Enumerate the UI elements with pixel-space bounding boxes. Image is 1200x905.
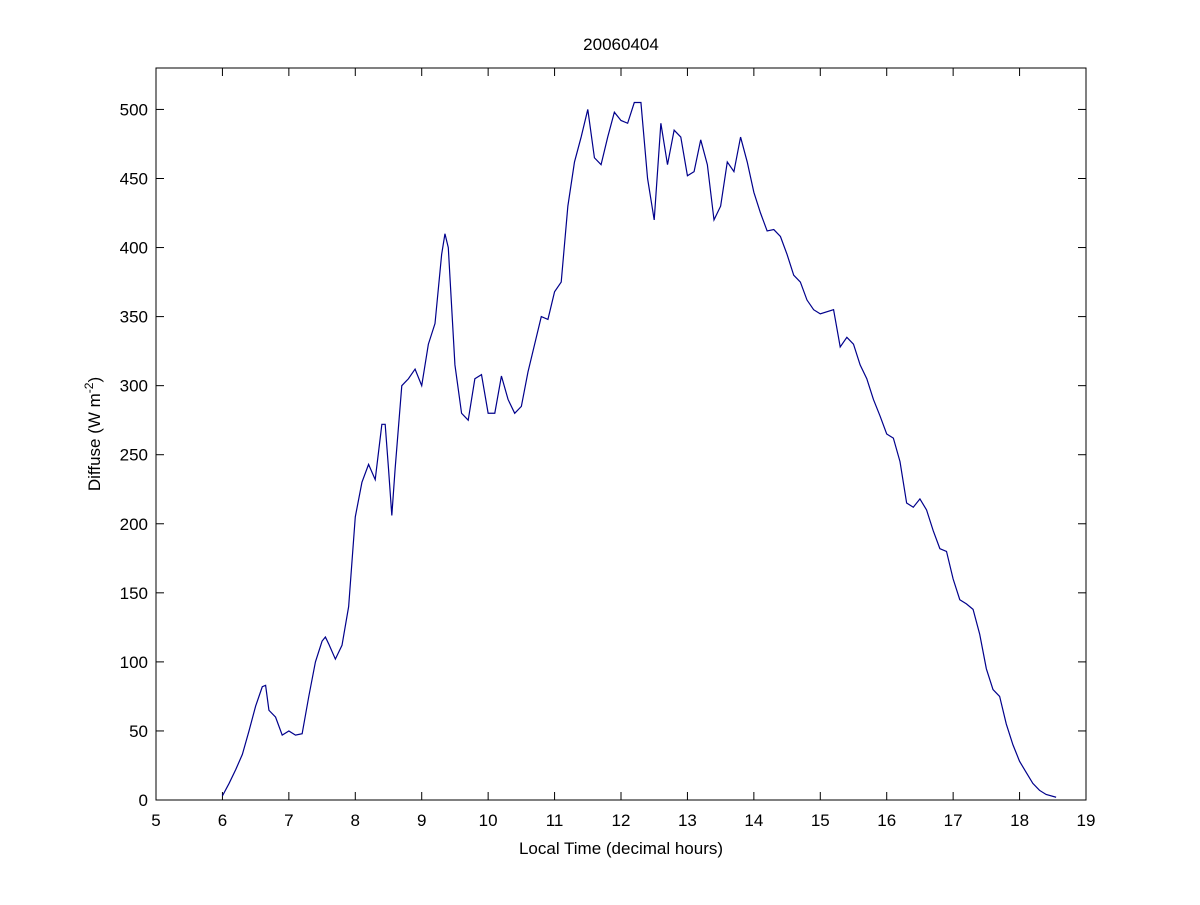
x-tick-label: 17 [944,811,963,830]
x-tick-label: 18 [1010,811,1029,830]
y-tick-label: 150 [120,584,148,603]
y-tick-label: 250 [120,446,148,465]
y-tick-label: 400 [120,239,148,258]
y-tick-label: 300 [120,377,148,396]
y-label-text: Diffuse (W m [85,393,104,491]
y-tick-label: 200 [120,515,148,534]
y-tick-label: 450 [120,169,148,188]
x-tick-label: 7 [284,811,293,830]
x-axis-label: Local Time (decimal hours) [519,839,723,858]
y-tick-label: 0 [139,791,148,810]
x-tick-label: 14 [744,811,763,830]
y-tick-label: 100 [120,653,148,672]
y-axis-label: Diffuse (W m-2) [82,377,104,491]
x-tick-label: 10 [479,811,498,830]
x-tick-label: 6 [218,811,227,830]
y-tick-label: 350 [120,308,148,327]
x-tick-label: 15 [811,811,830,830]
x-tick-label: 13 [678,811,697,830]
x-tick-label: 5 [151,811,160,830]
x-tick-label: 19 [1077,811,1096,830]
y-tick-label: 500 [120,100,148,119]
x-tick-label: 12 [612,811,631,830]
y-label-sup: -2 [82,382,96,393]
data-line [221,101,1057,798]
y-tick-label: 50 [129,722,148,741]
x-tick-label: 16 [877,811,896,830]
y-label-end: ) [85,377,104,383]
x-tick-label: 9 [417,811,426,830]
x-tick-label: 11 [546,811,564,830]
chart-title: 20060404 [583,35,659,54]
x-tick-label: 8 [351,811,360,830]
